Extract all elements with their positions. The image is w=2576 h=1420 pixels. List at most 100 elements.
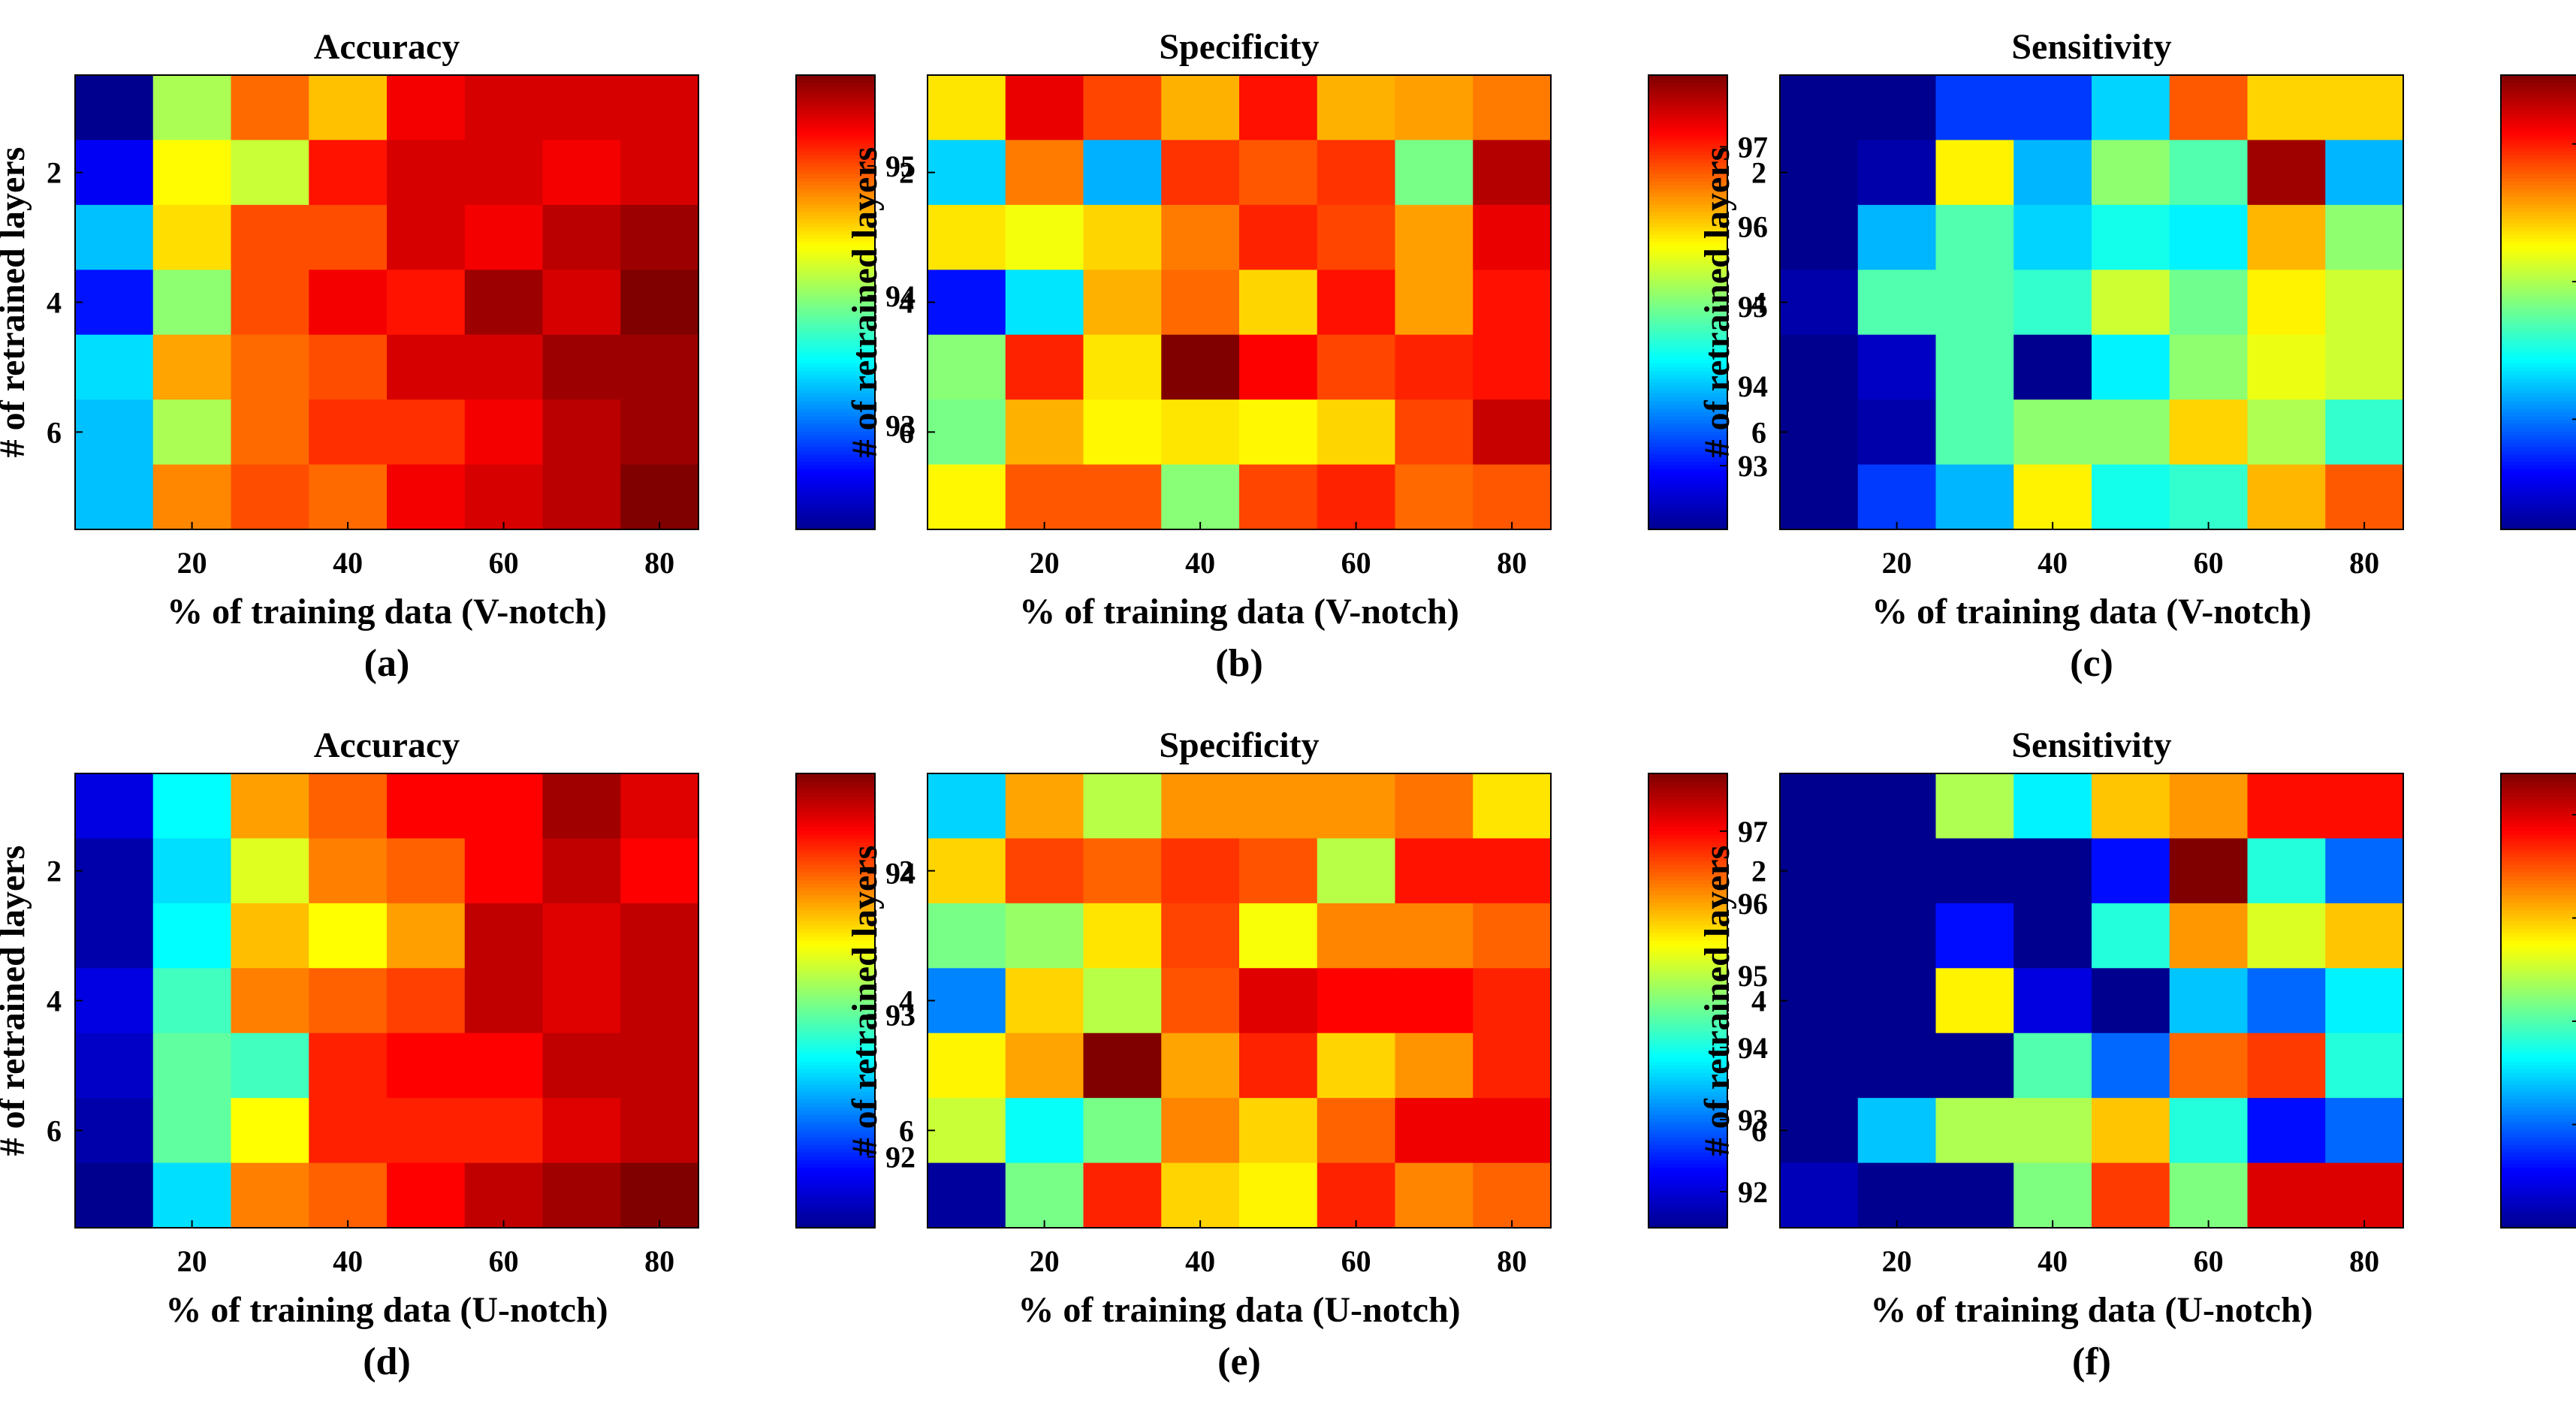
colorbar-segment [796,1099,875,1104]
colorbar-segment [1648,796,1727,801]
colorbar-segment [796,105,875,110]
colorbar-segment [1648,834,1727,839]
colorbar-segment [796,872,875,876]
heatmap-cell [309,75,388,141]
heatmap-cell [2013,773,2092,840]
colorbar-segment [796,864,875,869]
heatmap-cell [1935,838,2014,904]
heatmap-cell [1857,968,1937,1034]
heatmap-cell [1935,1098,2014,1164]
colorbar-segment [2501,849,2576,854]
heatmap-cell [152,838,232,904]
colorbar-segment [796,1065,875,1070]
colorbar-segment [796,781,875,785]
colorbar-segment [796,381,875,387]
x-tick-label: 60 [1341,546,1371,580]
heatmap-cell [1473,399,1552,466]
colorbar-segment [1648,781,1727,785]
heatmap-cell [1317,140,1396,206]
heatmap-cell [1239,1162,1318,1229]
colorbar-segment [2501,978,2576,983]
heatmap-cell [2169,399,2249,466]
colorbar-segment [1648,446,1727,451]
y-axis-label: # of retrained layers [1697,846,1737,1156]
colorbar-segment [2501,480,2576,485]
colorbar-segment [1648,135,1727,140]
colorbar-segment [1648,124,1727,129]
colorbar-segment [1648,1125,1727,1130]
colorbar-segment [796,442,875,447]
colorbar-segment [1648,996,1727,1002]
y-tick-label: 6 [899,415,914,449]
heatmap-cell [1239,140,1318,206]
colorbar-segment [2501,302,2576,307]
colorbar-segment [796,83,875,87]
x-tick-label: 80 [644,1244,674,1278]
chart-title: Sensitivity [2011,27,2171,67]
colorbar-segment [1648,1208,1727,1213]
chart-title: Sensitivity [2011,725,2171,765]
heatmap-cell [1317,334,1396,400]
colorbar-segment [1648,1038,1727,1043]
colorbar-segment [1648,389,1727,394]
heatmap-cell [387,75,466,141]
heatmap-cell [1317,1162,1396,1229]
heatmap-cell [620,773,699,840]
colorbar-segment [2501,291,2576,296]
heatmap-cell [1161,968,1240,1034]
x-axis-label: % of training data (V-notch) [167,592,607,632]
colorbar-segment [796,951,875,956]
colorbar-segment [796,1216,875,1221]
colorbar-segment [2501,1008,2576,1013]
heatmap-cell [2092,399,2170,466]
colorbar-segment [1648,1204,1727,1210]
colorbar-segment [1648,268,1727,273]
colorbar-segment [2501,1110,2576,1115]
colorbar-segment [2501,959,2576,963]
colorbar-segment [2501,1102,2576,1108]
colorbar-segment [796,924,875,930]
colorbar-segment [796,1204,875,1210]
colorbar-segment [2501,363,2576,368]
colorbar-segment [2501,822,2576,828]
colorbar-segment [2501,98,2576,103]
colorbar-segment [1648,1057,1727,1062]
heatmap-panel-a: 20 40 60 80 2 4 6 Accuracy % of training data (V… [0,27,915,685]
colorbar-segment [1648,1072,1727,1078]
colorbar-segment [1648,279,1727,285]
heatmap-cell [75,903,154,969]
colorbar-segment [796,1084,875,1089]
heatmap-cell [1857,399,1937,466]
heatmap-cell [620,968,699,1034]
colorbar-segment [796,150,875,155]
colorbar-segment [1648,837,1727,843]
x-axis-label: % of training data (V-notch) [1872,592,2312,632]
heatmap-cell [309,140,388,206]
heatmap-cell [2247,270,2326,336]
heatmap-cell [928,334,1006,400]
heatmap-cell [2092,903,2170,969]
colorbar-segment [1648,924,1727,930]
heatmap-cell [1395,75,1474,141]
heatmap-cell [2092,204,2170,270]
colorbar-segment [796,788,875,794]
colorbar-segment [2501,970,2576,975]
colorbar-segment [2501,370,2576,375]
y-tick-label: 6 [47,1114,62,1147]
colorbar-segment [2501,514,2576,519]
colorbar-tick-label: 97 [1738,131,1768,164]
heatmap-cell [1317,270,1396,336]
heatmap-cell [1395,838,1474,904]
x-tick-label: 20 [1882,546,1912,580]
colorbar-segment [796,192,875,197]
colorbar-segment [1648,1110,1727,1115]
colorbar-segment [1648,450,1727,454]
colorbar-segment [1648,264,1727,269]
heatmap-cell [309,773,388,840]
colorbar-segment [796,1197,875,1202]
heatmap-cell [620,75,699,141]
colorbar-segment [1648,1201,1727,1206]
y-tick-label: 4 [899,984,914,1018]
colorbar-segment [1648,913,1727,918]
colorbar-segment [2501,1072,2576,1078]
